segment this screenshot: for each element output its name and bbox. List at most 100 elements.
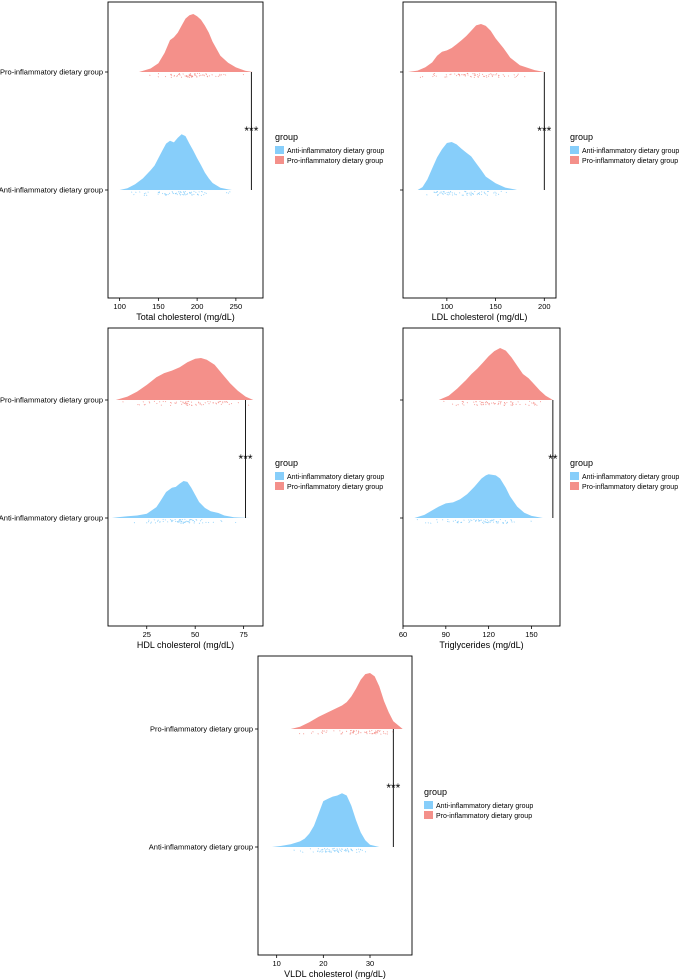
anti-rug-mark	[198, 522, 201, 524]
anti-rug-mark	[513, 521, 515, 523]
anti-rug-mark	[191, 193, 193, 196]
pro-rug-mark	[186, 403, 188, 405]
anti-rug-mark	[426, 194, 428, 196]
anti-rug-mark	[504, 520, 507, 522]
anti-rug-mark	[293, 849, 295, 851]
anti-rug-mark	[197, 194, 199, 196]
anti-rug-mark	[179, 518, 181, 521]
x-tick-label: 200	[191, 302, 204, 311]
pro-rug-mark	[189, 74, 191, 77]
pro-rug-mark	[525, 403, 527, 405]
pro-density	[290, 673, 403, 729]
pro-rug-mark	[377, 729, 379, 732]
anti-rug-mark	[158, 191, 161, 193]
anti-rug-mark	[493, 192, 495, 194]
anti-rug-mark	[167, 521, 169, 523]
anti-rug-mark	[471, 519, 473, 522]
anti-rug-mark	[499, 518, 501, 521]
pro-rug-mark	[450, 73, 452, 75]
anti-rug-mark	[485, 521, 488, 523]
pro-rug-mark	[532, 401, 535, 404]
pro-rug-mark	[512, 403, 514, 406]
anti-rug-mark	[164, 193, 166, 195]
x-axis-label: Total cholesterol (mg/dL)	[136, 312, 235, 322]
pro-rug-mark	[208, 75, 211, 77]
pro-rug-mark	[170, 402, 172, 404]
pro-rug-mark	[364, 731, 366, 733]
legend-item-label: Anti-inflammatory dietary group	[287, 474, 384, 481]
x-tick-label: 150	[489, 302, 502, 311]
anti-rug-mark	[470, 519, 472, 521]
pro-rug-mark	[219, 75, 221, 77]
pro-rug-mark	[486, 402, 488, 404]
pro-rug-mark	[173, 74, 176, 77]
anti-rug-mark	[181, 520, 183, 523]
pro-rug-mark	[492, 402, 495, 404]
pro-rug-mark	[467, 72, 469, 75]
pro-rug-mark	[480, 401, 483, 404]
anti-rug-mark	[336, 849, 338, 852]
pro-rug-mark	[149, 402, 151, 404]
anti-rug-mark	[202, 522, 204, 524]
anti-rug-mark	[359, 848, 362, 851]
pro-rug-mark	[379, 730, 381, 732]
anti-rug-mark	[496, 522, 498, 524]
anti-rug-mark	[178, 192, 181, 194]
pro-rug-mark	[345, 730, 348, 732]
pro-rug-mark	[455, 74, 458, 77]
anti-rug-mark	[165, 194, 167, 196]
pro-rug-mark	[175, 401, 178, 403]
anti-rug-mark	[484, 520, 486, 522]
pro-density	[139, 14, 253, 72]
anti-rug-mark	[183, 521, 186, 523]
pro-rug-mark	[469, 75, 472, 78]
pro-rug-mark	[446, 76, 448, 78]
pro-rug-mark	[341, 733, 343, 735]
anti-rug-mark	[441, 192, 444, 195]
anti-rug-mark	[435, 191, 437, 194]
anti-rug-mark	[205, 521, 207, 524]
pro-rug-mark	[325, 731, 327, 733]
anti-rug-mark	[172, 519, 174, 521]
pro-rug-mark	[476, 404, 478, 406]
pro-rug-mark	[461, 403, 464, 405]
anti-rug-mark	[495, 192, 497, 194]
anti-rug	[416, 518, 532, 525]
pro-rug-mark	[512, 402, 514, 404]
legend: group Anti-inflammatory dietary group Pro-…	[570, 458, 679, 491]
pro-rug-mark	[137, 403, 139, 406]
pro-rug-mark	[175, 402, 177, 404]
pro-rug-mark	[207, 400, 209, 403]
pro-rug-mark	[377, 732, 379, 734]
x-tick-label: 25	[143, 630, 151, 639]
pro-rug-mark	[376, 731, 378, 733]
pro-rug-mark	[480, 403, 482, 405]
pro-rug-mark	[498, 75, 500, 77]
x-tick-label: 100	[441, 302, 454, 311]
anti-rug-mark	[433, 191, 435, 193]
pro-rug-mark	[187, 400, 189, 403]
anti-rug-mark	[449, 191, 452, 193]
anti-rug-mark	[443, 192, 445, 194]
pro-rug-mark	[226, 401, 229, 403]
anti-rug-mark	[436, 194, 439, 197]
legend: group Anti-inflammatory dietary group Pro-…	[275, 458, 384, 491]
anti-rug-mark	[325, 848, 327, 851]
pro-rug-mark	[499, 403, 502, 405]
pro-rug-mark	[483, 75, 485, 77]
pro-rug-mark	[164, 400, 167, 403]
pro-rug-mark	[486, 401, 489, 404]
pro-rug-mark	[182, 73, 184, 75]
anti-rug-mark	[177, 521, 179, 524]
anti-density	[417, 142, 517, 190]
anti-rug-mark	[457, 522, 459, 524]
pro-rug-mark	[312, 731, 314, 733]
pro-rug-mark	[486, 76, 488, 78]
pro-rug-mark	[444, 76, 446, 78]
pro-rug-mark	[435, 75, 437, 77]
anti-rug	[426, 190, 507, 197]
anti-rug-mark	[170, 519, 173, 521]
anti-rug-mark	[447, 518, 449, 521]
anti-rug-mark	[196, 193, 199, 195]
anti-rug-mark	[186, 193, 188, 196]
